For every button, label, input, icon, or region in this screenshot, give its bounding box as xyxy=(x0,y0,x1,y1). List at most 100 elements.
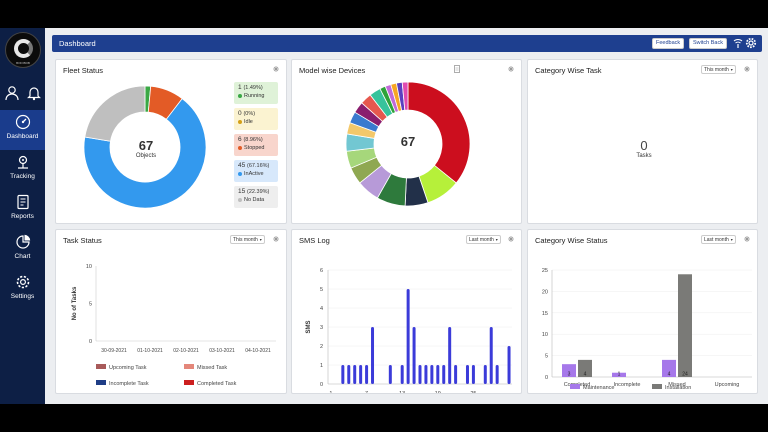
legend-swatch xyxy=(652,384,662,389)
category-bar[interactable] xyxy=(612,372,626,377)
pin-icon[interactable] xyxy=(743,65,751,73)
sms-log-dropdown[interactable]: Last month ▾ xyxy=(466,235,501,244)
legend-label[interactable]: Installation xyxy=(665,385,691,391)
bar-value-label: 1 xyxy=(618,372,621,378)
donut-slice[interactable] xyxy=(407,82,470,184)
y-tick-label: 10 xyxy=(542,332,548,338)
x-tick-label: 02-10-2021 xyxy=(173,348,199,354)
card-title: Model wise Devices xyxy=(299,66,366,75)
bar-value-label: 24 xyxy=(682,372,688,378)
legend-label[interactable]: Completed Task xyxy=(197,381,237,387)
fleet-stat-running[interactable]: 1 (1.49%) Running xyxy=(234,82,278,104)
company-logo[interactable]: BOIOBOB xyxy=(5,32,41,68)
stat-label: Stopped xyxy=(244,145,265,151)
nav-reports[interactable]: Reports xyxy=(0,190,45,230)
reports-icon xyxy=(17,194,29,210)
sms-bar[interactable] xyxy=(424,365,428,384)
sms-bar[interactable] xyxy=(371,327,375,384)
sms-bar[interactable] xyxy=(471,365,475,384)
y-tick-label: 6 xyxy=(320,268,323,274)
y-tick-label: 10 xyxy=(86,264,92,270)
sms-bar[interactable] xyxy=(406,289,410,384)
sms-bar[interactable] xyxy=(489,327,493,384)
y-tick-label: 25 xyxy=(542,268,548,274)
fleet-stat-idle[interactable]: 0 (0%) Idle xyxy=(234,108,278,130)
tasks-total: 0 Tasks xyxy=(636,138,652,159)
signal-icon[interactable] xyxy=(732,37,744,49)
nav-settings[interactable]: Settings xyxy=(0,270,45,310)
sms-bar[interactable] xyxy=(353,365,357,384)
nav-dashboard[interactable]: Dashboard xyxy=(0,110,45,150)
category-bar[interactable] xyxy=(662,359,676,377)
pin-icon[interactable] xyxy=(507,235,515,243)
gear-icon[interactable] xyxy=(745,37,757,49)
bar-value-label: 3 xyxy=(568,372,571,378)
sms-bar[interactable] xyxy=(359,365,363,384)
category-bar[interactable] xyxy=(678,274,692,377)
donut-slice[interactable] xyxy=(84,98,206,208)
legend-swatch xyxy=(96,364,106,369)
chart-icon xyxy=(16,234,31,249)
x-tick-label: 04-10-2021 xyxy=(245,348,271,354)
stat-count: 6 xyxy=(238,136,242,143)
legend-label[interactable]: Missed Task xyxy=(197,365,227,371)
sms-bar[interactable] xyxy=(442,365,446,384)
switch-back-button[interactable]: Switch Back xyxy=(689,38,727,49)
y-tick-label: 0 xyxy=(545,375,548,381)
document-icon[interactable] xyxy=(453,65,461,73)
category-task-dropdown[interactable]: This month ▾ xyxy=(701,65,736,74)
y-tick-label: 1 xyxy=(320,363,323,369)
sms-bar[interactable] xyxy=(388,365,392,384)
sms-bar[interactable] xyxy=(483,365,487,384)
donut-slice[interactable] xyxy=(84,86,146,142)
card-title: Fleet Status xyxy=(63,66,104,75)
bar-value-label: 4 xyxy=(668,372,671,378)
sms-bar[interactable] xyxy=(418,365,422,384)
user-icon[interactable] xyxy=(4,85,20,101)
category-bar[interactable] xyxy=(562,364,576,377)
sms-bar[interactable] xyxy=(341,365,345,384)
fleet-stat-stopped[interactable]: 6 (8.96%) Stopped xyxy=(234,134,278,156)
category-bar[interactable] xyxy=(578,359,592,377)
pin-icon[interactable] xyxy=(743,235,751,243)
pin-icon[interactable] xyxy=(272,65,280,73)
legend-swatch xyxy=(184,364,194,369)
legend-swatch xyxy=(96,380,106,385)
sms-log-chart: 012345617131925DaysSMS xyxy=(306,268,512,393)
y-axis-label: No of Tasks xyxy=(72,286,78,320)
page-title: Dashboard xyxy=(59,39,96,48)
legend-label[interactable]: Incomplete Task xyxy=(109,381,149,387)
feedback-button[interactable]: Feedback xyxy=(652,38,685,49)
sms-bar[interactable] xyxy=(448,327,452,384)
page-header: Dashboard Feedback Switch Back xyxy=(52,35,762,52)
sms-bar[interactable] xyxy=(454,365,458,384)
sidebar: BOIOBOB Dashboard Tracking Reports Chart… xyxy=(0,28,45,404)
pin-icon[interactable] xyxy=(507,65,515,73)
legend-label[interactable]: Maintenance xyxy=(583,385,615,391)
sms-bar[interactable] xyxy=(465,365,469,384)
stat-percent: (67.16%) xyxy=(247,163,270,169)
sms-bar[interactable] xyxy=(430,365,434,384)
stat-percent: (22.39%) xyxy=(247,189,270,195)
fleet-stat-inactive[interactable]: 45 (67.16%) InActive xyxy=(234,160,278,182)
x-tick-label: Upcoming xyxy=(715,382,740,388)
sms-bar[interactable] xyxy=(495,365,499,384)
nav-chart[interactable]: Chart xyxy=(0,230,45,270)
sms-bar[interactable] xyxy=(507,346,511,384)
bell-icon[interactable] xyxy=(26,85,42,101)
sms-bar[interactable] xyxy=(436,365,440,384)
card-title: Category Wise Status xyxy=(535,236,608,245)
y-tick-label: 20 xyxy=(542,289,548,295)
donut-slice[interactable] xyxy=(401,82,409,111)
sms-bar[interactable] xyxy=(400,365,404,384)
y-tick-label: 3 xyxy=(320,325,323,331)
sms-bar[interactable] xyxy=(347,365,351,384)
pin-icon[interactable] xyxy=(272,235,280,243)
sms-bar[interactable] xyxy=(412,327,416,384)
fleet-stat-no-data[interactable]: 15 (22.39%) No Data xyxy=(234,186,278,208)
nav-tracking[interactable]: Tracking xyxy=(0,150,45,190)
category-status-dropdown[interactable]: Last month ▾ xyxy=(701,235,736,244)
legend-label[interactable]: Upcoming Task xyxy=(109,365,147,371)
task-status-dropdown[interactable]: This month ▾ xyxy=(230,235,265,244)
sms-bar[interactable] xyxy=(365,365,369,384)
